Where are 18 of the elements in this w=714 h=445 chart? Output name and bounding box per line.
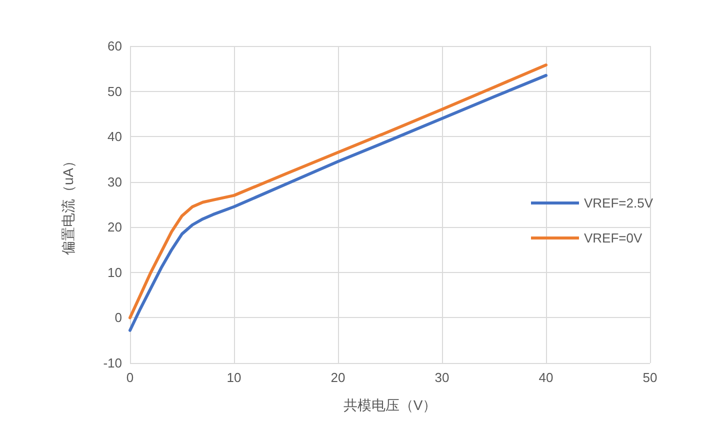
x-tick-label: 40 xyxy=(538,370,554,385)
legend-label: VREF=0V xyxy=(584,230,642,246)
x-tick-label: 30 xyxy=(434,370,450,385)
y-axis-title: 偏置电流（uA） xyxy=(60,154,76,256)
x-tick-label: 10 xyxy=(226,370,242,385)
x-tick-label: 20 xyxy=(330,370,346,385)
y-tick-label: 10 xyxy=(108,264,122,280)
y-tick-label: 0 xyxy=(114,310,122,326)
x-tick-label: 50 xyxy=(642,370,658,385)
y-tick-label: -10 xyxy=(103,356,122,370)
y-tick-label: 60 xyxy=(108,38,122,54)
y-tick-label: 50 xyxy=(108,84,122,99)
x-axis-title: 共模电压（V） xyxy=(343,397,437,413)
x-tick-label: 0 xyxy=(126,370,134,385)
y-tick-label: 40 xyxy=(108,129,122,144)
y-tick-label: 30 xyxy=(108,174,122,190)
legend-label: VREF=2.5V xyxy=(584,196,654,210)
y-tick-label: 20 xyxy=(108,220,122,235)
